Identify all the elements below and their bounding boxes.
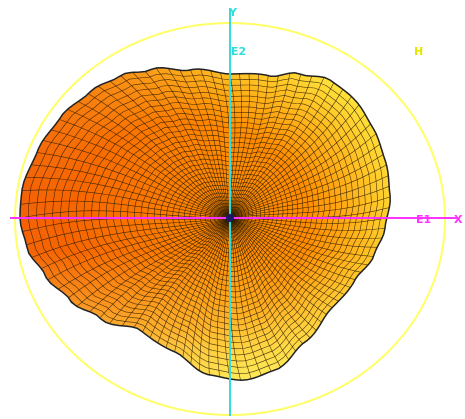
mesh-spoke xyxy=(229,96,352,219)
mesh-spoke xyxy=(120,75,231,219)
mesh-spoke xyxy=(58,217,231,290)
mesh-spoke xyxy=(229,75,279,219)
mesh-spoke xyxy=(47,217,231,281)
mesh-spoke xyxy=(121,217,231,326)
mesh-spoke xyxy=(229,143,381,219)
mesh-spoke xyxy=(89,217,231,313)
mesh-spoke xyxy=(229,123,371,219)
mesh-spoke xyxy=(133,217,231,328)
mesh-spoke xyxy=(37,152,231,219)
mesh-spoke xyxy=(229,75,313,219)
mesh-spoke xyxy=(229,217,383,239)
origin-point-icon xyxy=(226,214,234,222)
mesh-spoke xyxy=(67,109,231,219)
mesh-spoke xyxy=(229,114,366,219)
mesh-spoke xyxy=(142,217,231,333)
mesh-spoke xyxy=(157,217,231,344)
mesh-spoke xyxy=(229,217,281,368)
mesh-spoke xyxy=(26,217,231,246)
mesh-spoke xyxy=(229,217,311,339)
mesh-spoke xyxy=(42,140,231,219)
e1-label: E1 xyxy=(416,213,431,226)
mesh-spoke xyxy=(229,217,378,248)
mesh-spoke xyxy=(41,217,231,269)
mesh-spoke xyxy=(20,200,231,219)
mesh-spoke xyxy=(229,217,327,315)
mesh-spoke xyxy=(167,68,231,219)
mesh-spoke xyxy=(145,71,231,219)
mesh-spoke xyxy=(165,217,231,348)
mesh-spoke xyxy=(229,217,362,273)
mesh-spoke xyxy=(21,189,231,219)
mesh-spoke xyxy=(76,217,231,307)
mesh-spoke xyxy=(200,68,231,219)
mesh-spoke xyxy=(229,89,344,219)
mesh-spoke xyxy=(99,217,231,319)
mesh-spoke xyxy=(229,217,252,379)
mesh-spoke xyxy=(59,119,231,219)
mesh-spoke xyxy=(229,104,360,219)
mesh-spoke xyxy=(229,73,243,219)
mesh-spoke xyxy=(199,217,231,371)
mesh-spoke xyxy=(68,217,231,298)
mesh-spoke xyxy=(216,217,231,377)
mesh-spoke xyxy=(229,217,356,280)
mesh-spoke xyxy=(210,70,231,219)
mesh-spoke xyxy=(229,217,369,266)
mesh-spoke xyxy=(109,217,231,324)
mesh-spoke xyxy=(229,154,384,219)
mesh-spoke xyxy=(229,77,325,219)
mesh-spoke xyxy=(229,175,389,219)
mesh-spoke xyxy=(190,69,231,219)
mesh-spoke xyxy=(229,73,291,219)
mesh-spoke xyxy=(78,101,231,219)
mesh-spoke xyxy=(229,217,339,302)
mesh-spoke xyxy=(229,73,259,219)
mesh-spoke xyxy=(88,93,231,219)
mesh-spoke xyxy=(229,217,322,323)
mesh-spoke xyxy=(174,217,231,352)
mesh-spoke xyxy=(229,217,290,361)
mesh-spoke xyxy=(229,82,335,219)
x-axis-label: X xyxy=(454,213,463,226)
mesh-spoke xyxy=(51,129,231,219)
mesh-spoke xyxy=(229,73,250,219)
mesh-spoke xyxy=(229,133,377,219)
mesh-spoke xyxy=(229,217,351,288)
mesh-spoke xyxy=(229,217,272,372)
mesh-spoke xyxy=(31,164,231,219)
mesh-spoke xyxy=(229,217,386,231)
mesh-spoke xyxy=(155,67,231,219)
mesh-spoke xyxy=(149,217,231,338)
mesh-spoke xyxy=(97,85,231,219)
mesh-spoke xyxy=(229,74,302,219)
mesh-spoke xyxy=(182,217,231,358)
mesh-spoke xyxy=(229,75,269,219)
mesh-spoke xyxy=(229,217,317,331)
mesh-spoke xyxy=(229,217,374,257)
mesh-spoke xyxy=(109,80,231,219)
mesh-spoke xyxy=(229,217,345,295)
mesh-spoke xyxy=(229,164,387,219)
mesh-spoke xyxy=(229,217,262,376)
mesh-spoke xyxy=(208,217,231,375)
mesh-spoke xyxy=(229,196,391,219)
mesh-spoke xyxy=(190,217,231,365)
mesh-spoke xyxy=(229,217,303,344)
e2-label: E2 xyxy=(231,45,246,58)
y-axis-label: Y xyxy=(228,6,238,19)
h-label: H xyxy=(414,45,423,58)
mesh-spoke xyxy=(229,186,390,219)
mesh-spoke xyxy=(229,217,296,352)
mesh-spoke xyxy=(132,72,231,219)
mesh-spoke xyxy=(179,70,231,219)
mesh-spoke xyxy=(25,177,231,219)
mesh-spoke xyxy=(229,217,333,308)
mesh-spoke xyxy=(31,217,231,258)
